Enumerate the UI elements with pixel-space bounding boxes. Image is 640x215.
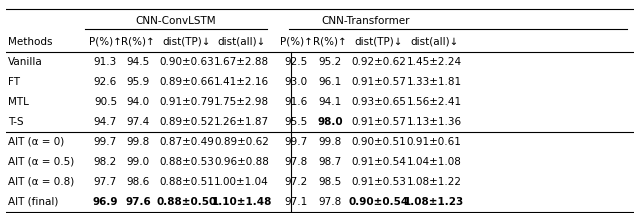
Text: 0.90±0.54: 0.90±0.54 [348,197,408,207]
Text: 95.9: 95.9 [127,77,150,87]
Text: 1.13±1.36: 1.13±1.36 [406,117,461,127]
Text: 0.93±0.65: 0.93±0.65 [351,97,406,107]
Text: Vanilla: Vanilla [8,57,43,67]
Text: 0.89±0.62: 0.89±0.62 [214,137,269,147]
Text: 1.56±2.41: 1.56±2.41 [406,97,461,107]
Text: 1.10±1.48: 1.10±1.48 [211,197,272,207]
Text: CNN-ConvLSTM: CNN-ConvLSTM [136,17,216,26]
Text: 0.88±0.53: 0.88±0.53 [159,157,214,167]
Text: 99.7: 99.7 [94,137,117,147]
Text: 94.5: 94.5 [127,57,150,67]
Text: 0.91±0.57: 0.91±0.57 [351,117,406,127]
Text: 0.91±0.54: 0.91±0.54 [351,157,406,167]
Text: 1.08±1.23: 1.08±1.23 [404,197,464,207]
Text: 94.0: 94.0 [127,97,150,107]
Text: AIT (α = 0.8): AIT (α = 0.8) [8,177,74,187]
Text: 98.7: 98.7 [319,157,342,167]
Text: AIT (final): AIT (final) [8,197,59,207]
Text: 94.7: 94.7 [94,117,117,127]
Text: 0.91±0.57: 0.91±0.57 [351,77,406,87]
Text: CNN-Transformer: CNN-Transformer [321,17,410,26]
Text: 1.41±2.16: 1.41±2.16 [214,77,269,87]
Text: 0.92±0.62: 0.92±0.62 [351,57,406,67]
Text: 0.88±0.51: 0.88±0.51 [159,177,214,187]
Text: 98.5: 98.5 [319,177,342,187]
Text: T-S: T-S [8,117,24,127]
Text: 0.91±0.53: 0.91±0.53 [351,177,406,187]
Text: 99.8: 99.8 [319,137,342,147]
Text: 1.00±1.04: 1.00±1.04 [214,177,269,187]
Text: 97.8: 97.8 [319,197,342,207]
Text: Methods: Methods [8,37,52,46]
Text: dist(TP)↓: dist(TP)↓ [354,37,403,46]
Text: 97.2: 97.2 [285,177,308,187]
Text: 99.7: 99.7 [285,137,308,147]
Text: 1.04±1.08: 1.04±1.08 [406,157,461,167]
Text: R(%)↑: R(%)↑ [121,37,155,46]
Text: 0.91±0.61: 0.91±0.61 [406,137,461,147]
Text: 0.90±0.63: 0.90±0.63 [159,57,214,67]
Text: 0.90±0.51: 0.90±0.51 [351,137,406,147]
Text: 90.5: 90.5 [94,97,117,107]
Text: 1.45±2.24: 1.45±2.24 [406,57,461,67]
Text: 97.1: 97.1 [285,197,308,207]
Text: 0.87±0.49: 0.87±0.49 [159,137,214,147]
Text: dist(all)↓: dist(all)↓ [218,37,266,46]
Text: dist(all)↓: dist(all)↓ [410,37,458,46]
Text: 98.6: 98.6 [127,177,150,187]
Text: 92.5: 92.5 [285,57,308,67]
Text: 0.89±0.66: 0.89±0.66 [159,77,214,87]
Text: 93.0: 93.0 [285,77,308,87]
Text: 96.1: 96.1 [319,77,342,87]
Text: 97.8: 97.8 [285,157,308,167]
Text: 97.4: 97.4 [127,117,150,127]
Text: 98.2: 98.2 [94,157,117,167]
Text: 98.0: 98.0 [317,117,343,127]
Text: 97.6: 97.6 [125,197,151,207]
Text: 94.1: 94.1 [319,97,342,107]
Text: 0.88±0.50: 0.88±0.50 [156,197,216,207]
Text: 95.5: 95.5 [285,117,308,127]
Text: 91.3: 91.3 [94,57,117,67]
Text: 0.96±0.88: 0.96±0.88 [214,157,269,167]
Text: 91.6: 91.6 [285,97,308,107]
Text: AIT (α = 0): AIT (α = 0) [8,137,65,147]
Text: 0.89±0.52: 0.89±0.52 [159,117,214,127]
Text: 99.8: 99.8 [127,137,150,147]
Text: 96.9: 96.9 [93,197,118,207]
Text: 1.67±2.88: 1.67±2.88 [214,57,269,67]
Text: 1.75±2.98: 1.75±2.98 [214,97,269,107]
Text: AIT (α = 0.5): AIT (α = 0.5) [8,157,74,167]
Text: dist(TP)↓: dist(TP)↓ [162,37,211,46]
Text: FT: FT [8,77,20,87]
Text: R(%)↑: R(%)↑ [313,37,347,46]
Text: 1.33±1.81: 1.33±1.81 [406,77,461,87]
Text: 92.6: 92.6 [94,77,117,87]
Text: 95.2: 95.2 [319,57,342,67]
Text: 0.91±0.79: 0.91±0.79 [159,97,214,107]
Text: P(%)↑: P(%)↑ [89,37,122,46]
Text: P(%)↑: P(%)↑ [280,37,312,46]
Text: 1.26±1.87: 1.26±1.87 [214,117,269,127]
Text: MTL: MTL [8,97,29,107]
Text: 1.08±1.22: 1.08±1.22 [406,177,461,187]
Text: 97.7: 97.7 [94,177,117,187]
Text: 99.0: 99.0 [127,157,150,167]
